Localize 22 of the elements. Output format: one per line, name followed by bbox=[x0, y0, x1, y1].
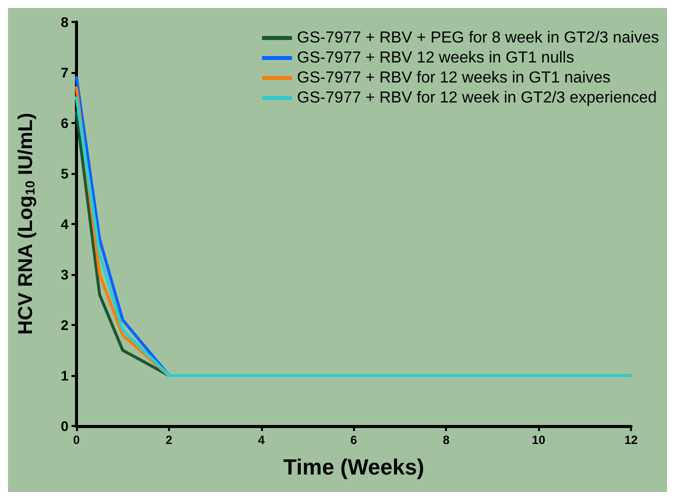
y-tick-label: 8 bbox=[60, 14, 69, 30]
legend-label: GS-7977 + RBV for 12 weeks in GT1 naives bbox=[297, 70, 611, 86]
y-tick-label: 0 bbox=[60, 418, 69, 434]
y-tick-label: 2 bbox=[60, 317, 69, 333]
legend-label: GS-7977 + RBV for 12 week in GT2/3 experienced bbox=[297, 90, 657, 106]
x-tick-label: 8 bbox=[442, 433, 450, 447]
y-axis-title: HCV RNA (Log10 IU/mL) bbox=[15, 112, 38, 335]
x-tick-label: 12 bbox=[624, 433, 638, 447]
x-axis-title: Time (Weeks) bbox=[283, 454, 424, 480]
y-tick-label: 4 bbox=[60, 216, 69, 232]
legend-label: GS-7977 + RBV + PEG for 8 week in GT2/3 naives bbox=[297, 30, 659, 46]
y-tick-label: 1 bbox=[60, 368, 69, 384]
x-tick-label: 6 bbox=[350, 433, 358, 447]
legend-label: GS-7977 + RBV 12 weeks in GT1 nulls bbox=[297, 50, 574, 66]
y-tick-label: 5 bbox=[60, 166, 69, 182]
y-tick-label: 7 bbox=[60, 64, 69, 80]
y-tick-label: 3 bbox=[60, 266, 69, 282]
x-tick-label: 10 bbox=[532, 433, 546, 447]
x-tick-label: 4 bbox=[258, 433, 265, 447]
y-tick-label: 6 bbox=[60, 115, 69, 131]
x-tick-label: 0 bbox=[73, 433, 80, 447]
x-tick-label: 2 bbox=[166, 433, 173, 447]
